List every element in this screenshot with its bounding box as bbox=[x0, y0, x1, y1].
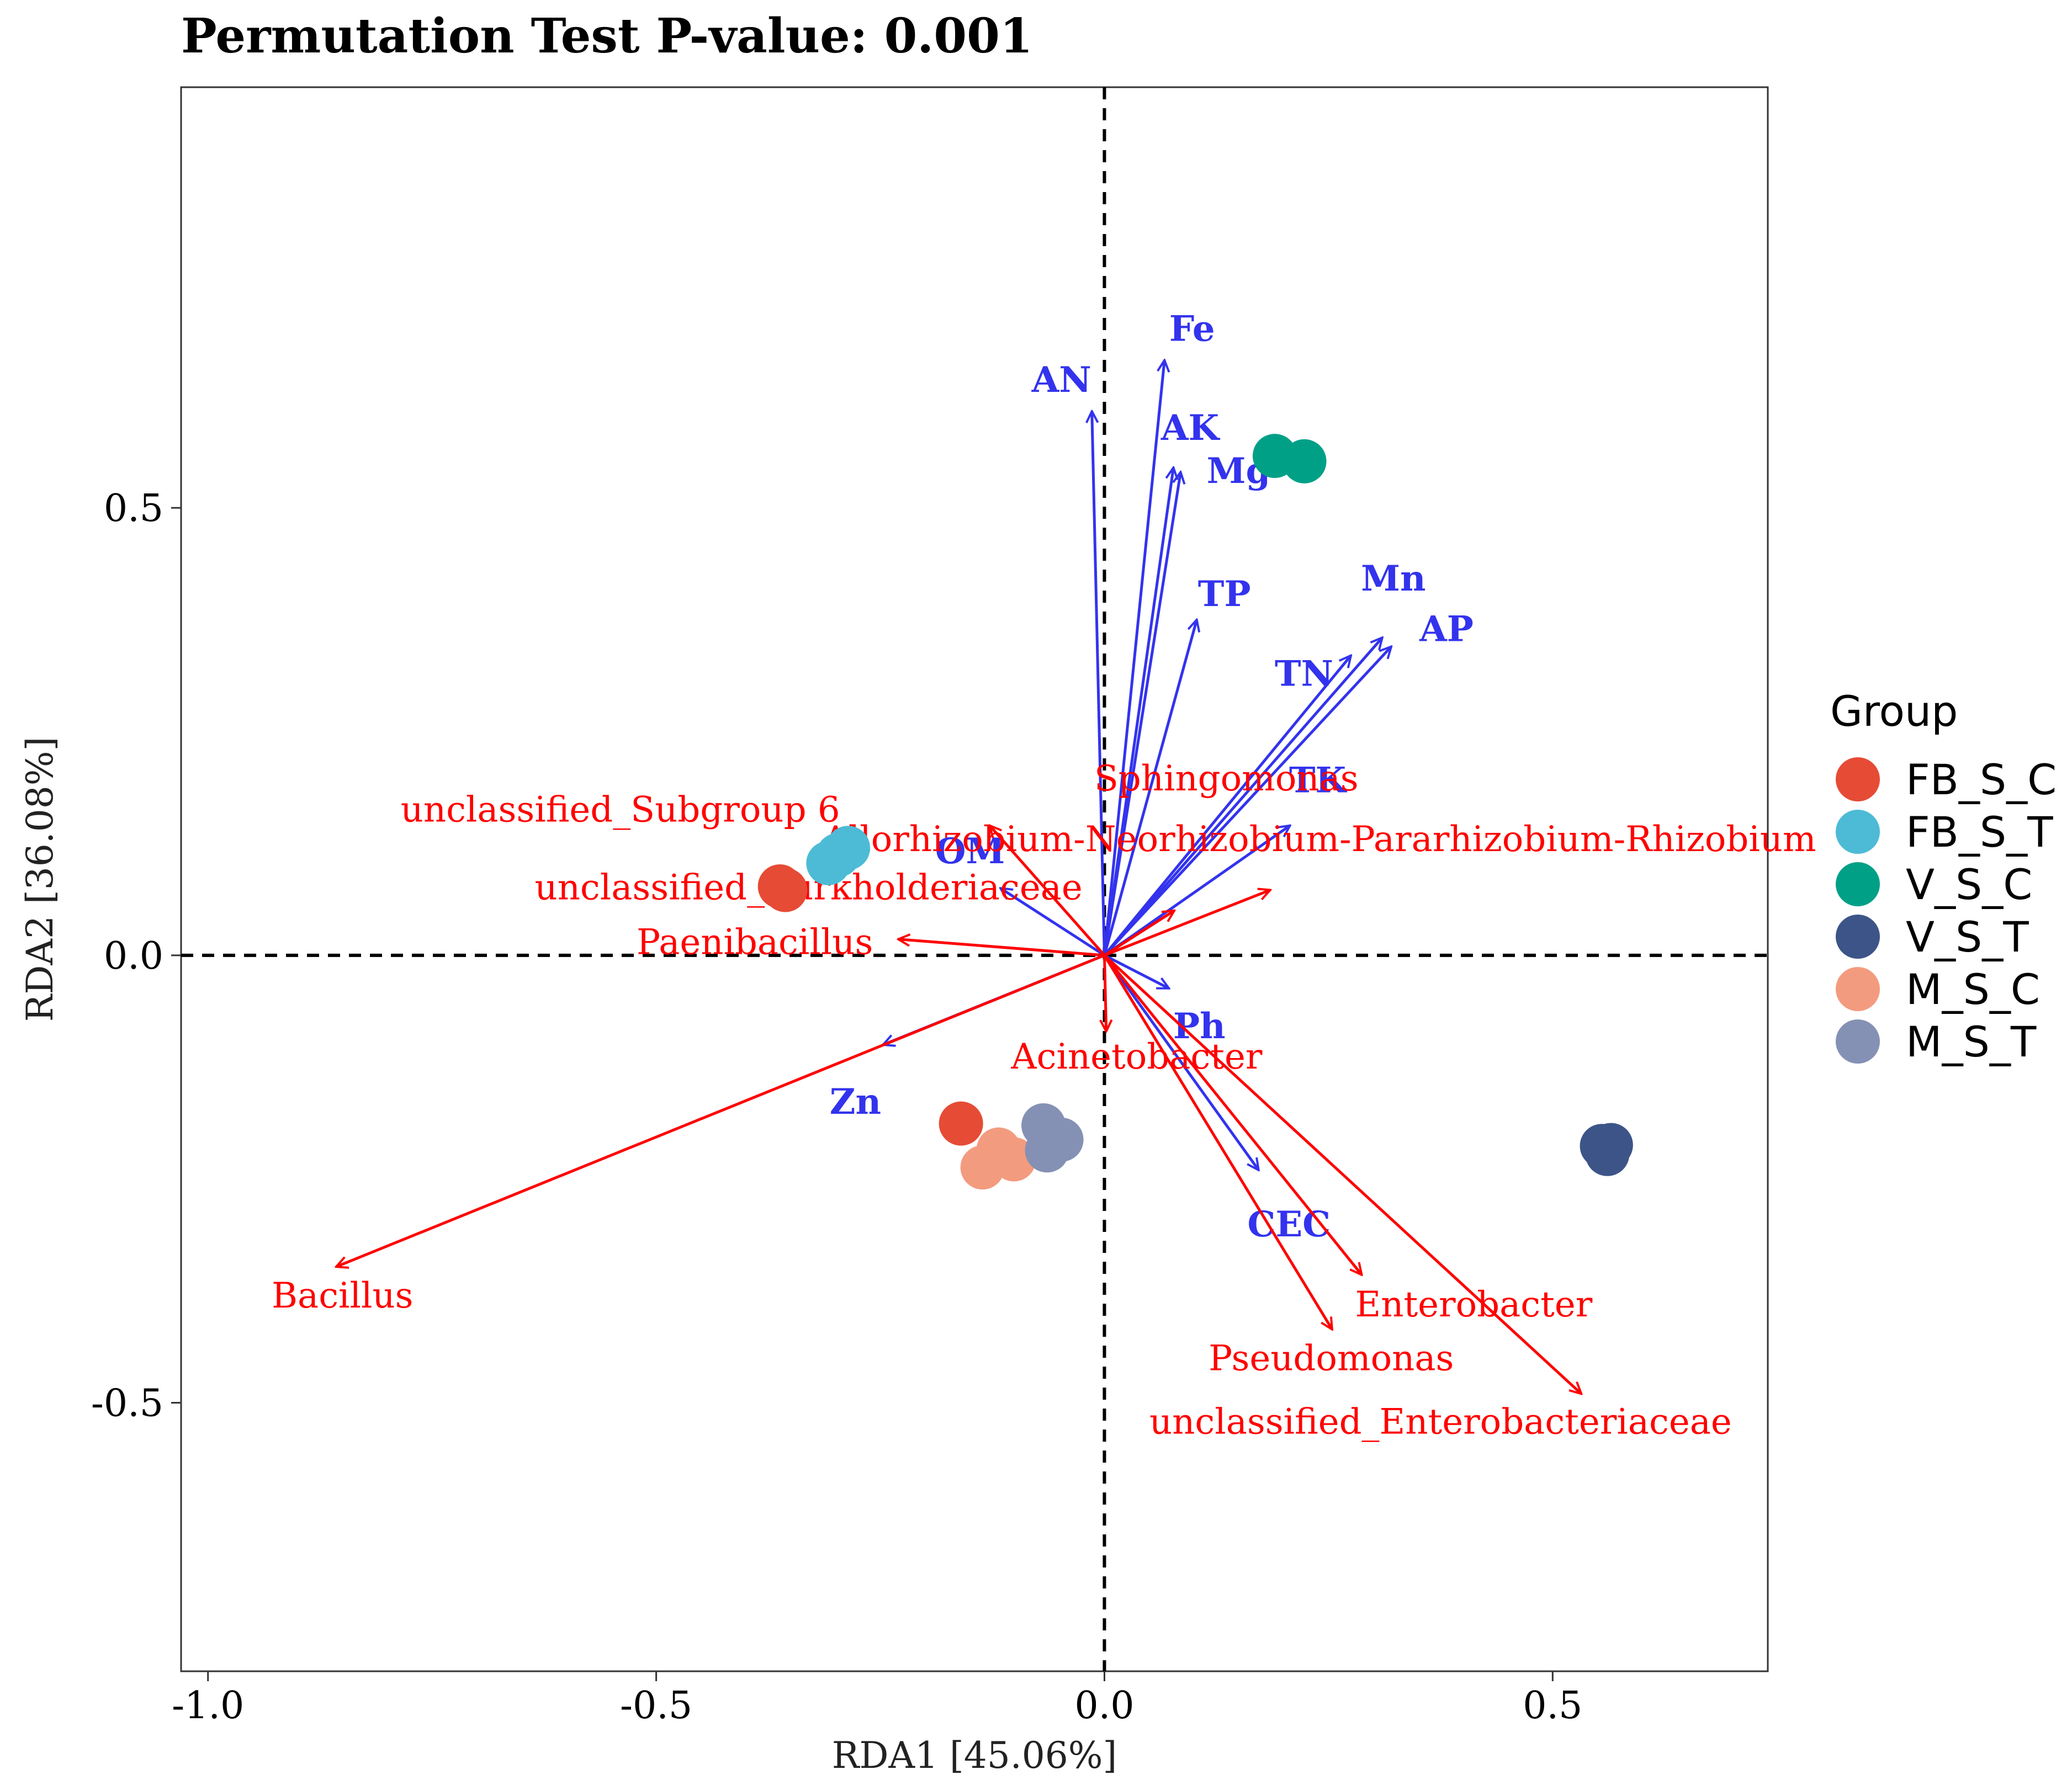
env-arrow-ph bbox=[1104, 954, 1169, 990]
env-arrow-an bbox=[1092, 411, 1106, 955]
legend-label-v-s-t: V_S_T bbox=[1906, 912, 2029, 961]
taxa-arrow-unclassified-burkholderiaceae bbox=[1104, 911, 1174, 957]
taxa-label-pseudomonas: Pseudomonas bbox=[1209, 1338, 1454, 1379]
chart-title: Permutation Test P-value: 0.001 bbox=[181, 8, 1033, 64]
x-tick-label: 0.0 bbox=[1074, 1684, 1134, 1728]
taxa-arrow-unclassified-enterobacteriaceae bbox=[1103, 954, 1581, 1394]
point-fb-s-c bbox=[757, 864, 802, 908]
legend-items: FB_S_CFB_S_TV_S_CV_S_TM_S_CM_S_T bbox=[1836, 755, 2057, 1066]
legend-label-fb-s-c: FB_S_C bbox=[1906, 755, 2057, 804]
taxa-arrow-bacillus bbox=[336, 954, 1105, 1267]
taxa-label-paenibacillus: Paenibacillus bbox=[637, 922, 873, 963]
point-v-s-t bbox=[1585, 1131, 1630, 1176]
legend-label-m-s-t: M_S_T bbox=[1906, 1017, 2037, 1066]
env-label-tp: TP bbox=[1198, 573, 1251, 615]
env-label-tk: TK bbox=[1289, 760, 1348, 801]
x-axis-title: RDA1 [45.06%] bbox=[832, 1734, 1117, 1777]
env-label-zn: Zn bbox=[830, 1081, 881, 1123]
taxa-label-allorhizobium-neorhizobium-pararhizobium-rhizobium: Allorhizobium-Neorhizobium-Pararhizobium… bbox=[823, 819, 1816, 860]
taxa-arrow-acinetobacter bbox=[1104, 955, 1106, 1032]
legend-swatch-m-s-t bbox=[1836, 1019, 1880, 1064]
env-arrow-tk bbox=[1104, 826, 1290, 957]
env-arrow-fe bbox=[1103, 360, 1164, 956]
taxa-vectors: Bacillus unclassified_Subgroup 6 Sphingomo… bbox=[272, 758, 1816, 1443]
env-arrow-tn bbox=[1103, 656, 1351, 957]
env-label-mn: Mn bbox=[1361, 558, 1426, 599]
taxa-label-acinetobacter: Acinetobacter bbox=[1010, 1037, 1262, 1077]
taxa-arrow-enterobacter bbox=[1103, 954, 1361, 1275]
legend-label-v-s-c: V_S_C bbox=[1906, 860, 2032, 909]
taxa-label-unclassified-enterobacteriaceae: unclassified_Enterobacteriaceae bbox=[1149, 1402, 1732, 1443]
legend-swatch-fb-s-t bbox=[1836, 810, 1880, 854]
env-label-an: AN bbox=[1031, 359, 1091, 401]
taxa-arrow-paenibacillus bbox=[898, 939, 1105, 957]
env-label-tn: TN bbox=[1275, 653, 1333, 695]
taxa-label-unclassified-subgroup-6: unclassified_Subgroup 6 bbox=[401, 790, 840, 831]
taxa-arrow-unclassified-subgroup-6 bbox=[990, 826, 1106, 957]
x-tick-label: 0.5 bbox=[1523, 1684, 1582, 1728]
env-arrow-cec bbox=[1103, 954, 1258, 1170]
taxa-label-enterobacter: Enterobacter bbox=[1355, 1284, 1593, 1325]
legend-swatch-m-s-c bbox=[1836, 967, 1880, 1011]
sample-points bbox=[757, 434, 1633, 1190]
legend-label-m-s-c: M_S_C bbox=[1906, 965, 2040, 1014]
point-v-s-c bbox=[1282, 439, 1327, 483]
point-fb-s-c bbox=[939, 1101, 983, 1146]
env-arrow-mg bbox=[1103, 472, 1180, 956]
taxa-label-sphingomonas: Sphingomonas bbox=[1094, 758, 1359, 799]
env-arrow-tp bbox=[1103, 620, 1196, 956]
point-fb-s-t bbox=[826, 826, 871, 870]
env-arrow-mn bbox=[1103, 637, 1382, 957]
env-arrow-om bbox=[1000, 888, 1105, 957]
env-label-fe: Fe bbox=[1169, 309, 1215, 350]
env-label-ak: AK bbox=[1160, 407, 1221, 449]
legend-title: Group bbox=[1830, 687, 1958, 736]
taxa-label-unclassified-burkholderiaceae: unclassified_Burkholderiaceae bbox=[534, 868, 1082, 908]
taxa-arrow-allorhizobium-neorhizobium-pararhizobium-rhizobium bbox=[1104, 890, 1270, 957]
legend-label-fb-s-t: FB_S_T bbox=[1906, 807, 2053, 857]
plot-panel bbox=[180, 86, 1769, 1672]
legend: Group FB_S_CFB_S_TV_S_CV_S_TM_S_CM_S_T bbox=[1830, 687, 2057, 1066]
env-label-ap: AP bbox=[1419, 608, 1474, 650]
y-tick-label: -0.5 bbox=[91, 1382, 163, 1426]
legend-swatch-v-s-c bbox=[1836, 862, 1880, 906]
x-tick-label: -1.0 bbox=[172, 1684, 244, 1728]
y-axis-title: RDA2 [36.08%] bbox=[19, 737, 61, 1022]
reference-lines bbox=[181, 87, 1768, 1671]
x-axis: -1.0 -0.5 0.0 0.5 bbox=[172, 1671, 1582, 1728]
taxa-arrow-pseudomonas bbox=[1103, 954, 1332, 1330]
point-m-s-c bbox=[960, 1145, 1005, 1190]
point-m-s-t bbox=[1025, 1128, 1069, 1173]
env-arrow-ap bbox=[1103, 646, 1391, 957]
y-tick-label: 0.5 bbox=[104, 487, 163, 530]
legend-swatch-v-s-t bbox=[1836, 915, 1880, 959]
y-tick-label: 0.0 bbox=[104, 934, 163, 978]
x-tick-label: -0.5 bbox=[620, 1684, 692, 1728]
taxa-label-bacillus: Bacillus bbox=[272, 1276, 414, 1316]
y-axis: -0.5 0.0 0.5 bbox=[91, 487, 181, 1426]
legend-swatch-fb-s-c bbox=[1836, 757, 1880, 801]
